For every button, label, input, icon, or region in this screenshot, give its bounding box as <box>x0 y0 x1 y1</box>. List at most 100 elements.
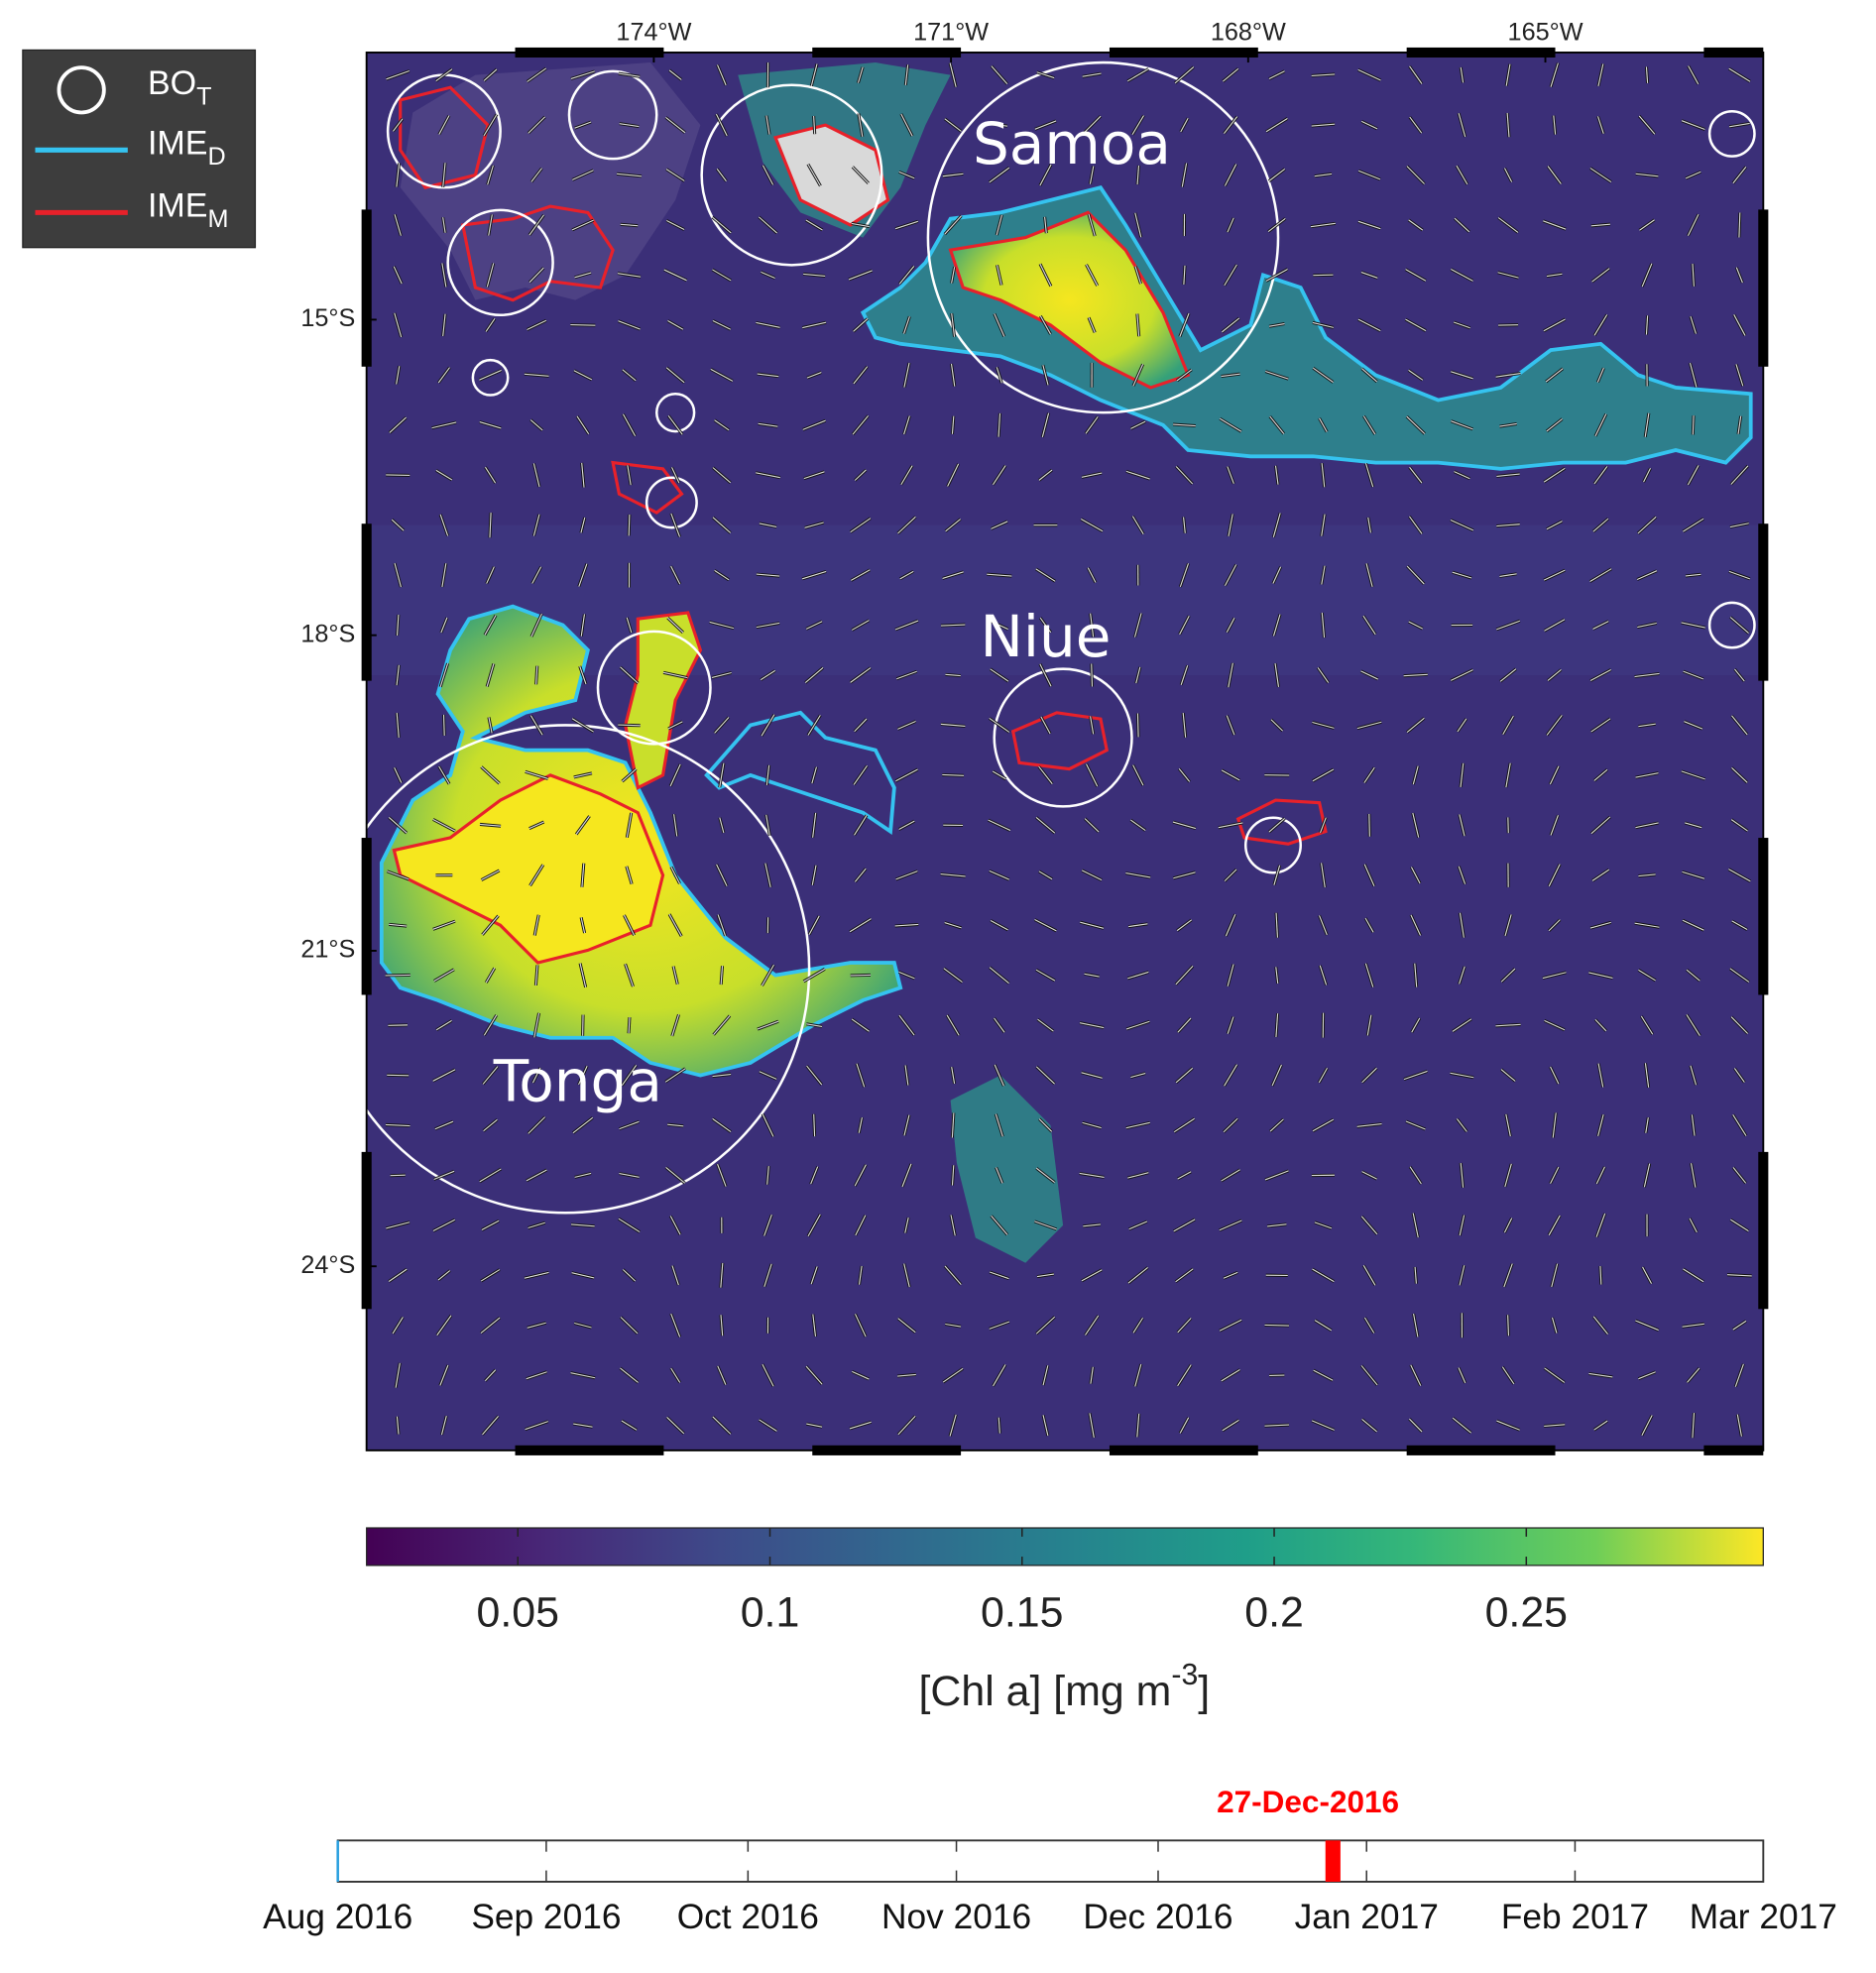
current-vector <box>806 1423 823 1428</box>
current-vector <box>996 1167 1003 1184</box>
current-vector <box>1228 514 1233 536</box>
current-vector <box>1224 1064 1238 1087</box>
current-vector <box>394 766 403 783</box>
current-vector <box>858 1265 863 1285</box>
current-vector <box>432 920 456 930</box>
current-vector <box>622 369 637 382</box>
current-vector <box>1544 619 1566 632</box>
current-vector <box>533 914 539 936</box>
current-vector <box>1362 415 1376 435</box>
bloom <box>950 1075 1064 1263</box>
current-vector <box>673 814 678 837</box>
current-vector <box>1367 517 1371 533</box>
ime-d-contour <box>704 710 896 836</box>
current-vector <box>989 1271 1009 1280</box>
current-vector <box>573 772 593 778</box>
current-vector <box>851 620 870 631</box>
timeline-tick-label: Mar 2017 <box>1690 1898 1837 1936</box>
current-vector <box>665 117 686 134</box>
current-vector <box>669 763 681 787</box>
current-vector <box>851 569 871 581</box>
current-vector <box>720 1262 724 1288</box>
current-vector <box>899 570 914 580</box>
current-vector <box>1408 621 1424 630</box>
current-vector <box>618 72 641 77</box>
current-vector <box>897 1318 916 1334</box>
current-vector <box>390 1174 406 1177</box>
current-vector <box>527 319 547 331</box>
current-vector <box>942 773 965 776</box>
current-vector <box>945 673 961 677</box>
current-vector <box>1597 1113 1604 1136</box>
current-vector <box>1179 312 1190 337</box>
current-vector <box>1730 1016 1749 1034</box>
current-vector <box>1273 865 1281 885</box>
current-vector <box>1042 1365 1049 1386</box>
current-vector <box>1643 1163 1651 1188</box>
ime-m-contour <box>772 123 890 227</box>
current-vector <box>989 167 1010 183</box>
current-vector <box>387 870 410 880</box>
current-vector <box>580 614 586 637</box>
current-vector <box>1132 1317 1144 1334</box>
current-vector <box>1592 1316 1608 1335</box>
current-vector <box>1082 115 1102 135</box>
current-vector <box>1180 117 1189 133</box>
current-vector <box>1179 1417 1190 1434</box>
current-vector <box>1175 466 1194 485</box>
current-vector <box>570 70 596 79</box>
current-vector <box>1357 318 1381 332</box>
current-vector <box>1495 1023 1521 1027</box>
current-vector <box>1687 1367 1700 1383</box>
current-vector <box>719 762 725 788</box>
current-vector <box>1091 663 1094 687</box>
current-vector <box>1136 313 1140 337</box>
current-vector <box>1314 1221 1333 1229</box>
current-vector <box>1496 620 1521 631</box>
current-vector <box>1692 415 1695 435</box>
y-tick-label: 18°S <box>300 620 355 647</box>
current-vector <box>803 968 826 983</box>
cloud-mask <box>400 62 701 300</box>
current-vector <box>1412 1213 1419 1238</box>
current-vector <box>1226 715 1235 736</box>
timeline <box>336 1839 1765 1883</box>
current-vector <box>1405 1120 1426 1130</box>
ime-m-contour <box>948 210 1191 390</box>
colorbar-tick-label: 0.15 <box>981 1589 1063 1637</box>
current-vector <box>1505 762 1511 788</box>
current-vector <box>531 1067 541 1084</box>
current-vector <box>944 118 962 132</box>
current-vector <box>762 1113 774 1137</box>
current-vector <box>1134 266 1142 285</box>
current-vector <box>1224 116 1238 134</box>
current-vector <box>1406 565 1425 585</box>
current-vector <box>528 267 544 284</box>
current-vector <box>994 1017 1005 1033</box>
current-vector <box>1687 465 1700 486</box>
current-vector <box>1728 67 1751 82</box>
current-vector <box>942 1367 964 1383</box>
current-vector <box>1644 412 1650 437</box>
current-vector <box>534 965 538 986</box>
current-vector <box>574 1322 592 1329</box>
current-vector <box>1312 768 1335 782</box>
y-tick-label: 15°S <box>300 304 355 332</box>
current-vector <box>1265 268 1288 282</box>
current-vector <box>1176 919 1193 932</box>
current-vector <box>945 519 961 532</box>
current-vector <box>435 1019 452 1031</box>
current-vector <box>1682 919 1704 931</box>
current-vector <box>1312 1268 1335 1283</box>
current-vector <box>1319 965 1328 986</box>
current-vector <box>1183 517 1186 533</box>
colorbar-tick-label: 0.05 <box>477 1589 559 1637</box>
current-vector <box>1410 867 1421 884</box>
current-vector <box>1409 116 1423 134</box>
current-vector <box>854 815 868 836</box>
current-vector <box>1036 71 1055 79</box>
current-vector <box>1310 222 1336 228</box>
current-vector <box>1645 315 1649 335</box>
current-vector <box>669 1216 681 1235</box>
current-vector <box>989 967 1009 985</box>
